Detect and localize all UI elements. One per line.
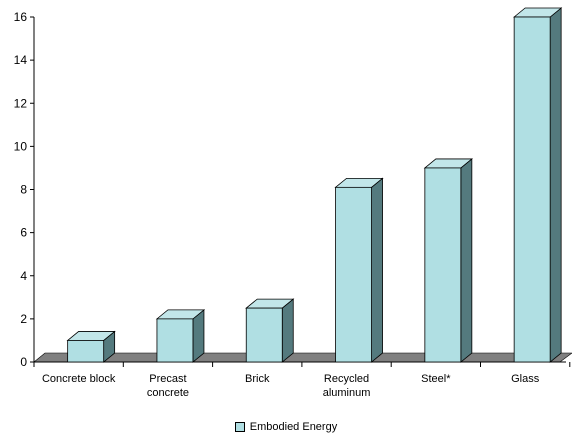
bar-front [245, 307, 283, 363]
bar-front [335, 186, 372, 363]
y-tick-label: 14 [14, 53, 28, 67]
x-tick-label: Precast concrete [147, 373, 189, 399]
bar [423, 158, 473, 363]
y-tick-label: 10 [14, 139, 28, 153]
bar-side [549, 7, 562, 363]
bar-side [281, 298, 294, 363]
x-tick-label: Recycled aluminum [323, 373, 371, 399]
chart-floor [33, 352, 572, 363]
legend-swatch [234, 422, 245, 432]
bar [513, 7, 563, 363]
x-tick-label: Brick [245, 373, 270, 385]
bar-front [513, 16, 551, 363]
bar [155, 309, 206, 363]
bar-side [460, 158, 473, 363]
bar-front [156, 318, 194, 363]
bar [66, 330, 116, 363]
bar-side [371, 177, 383, 363]
x-tick-label: Concrete block [42, 373, 116, 385]
y-tick-label: 2 [20, 312, 27, 326]
bar-front [67, 340, 105, 363]
x-tick-label: Glass [511, 373, 540, 385]
y-tick-label: 0 [20, 355, 27, 369]
y-tick-label: 16 [14, 10, 28, 24]
y-tick-label: 8 [20, 183, 27, 197]
x-axis-ticks: Concrete block Precast concrete Brick Recycl… [33, 362, 571, 399]
y-tick-label: 12 [14, 96, 28, 110]
legend-label: Embodied Energy [249, 421, 338, 433]
bar-front [424, 167, 462, 363]
legend: Embodied Energy [0, 420, 572, 434]
y-tick-label: 6 [20, 226, 27, 240]
y-tick-label: 4 [20, 269, 27, 283]
y-axis-ticks: 0 2 4 6 8 10 12 14 16 [14, 10, 34, 369]
bar [334, 177, 384, 363]
bar [245, 298, 295, 363]
bar-series [66, 7, 563, 363]
x-tick-label: Steel* [421, 373, 451, 385]
